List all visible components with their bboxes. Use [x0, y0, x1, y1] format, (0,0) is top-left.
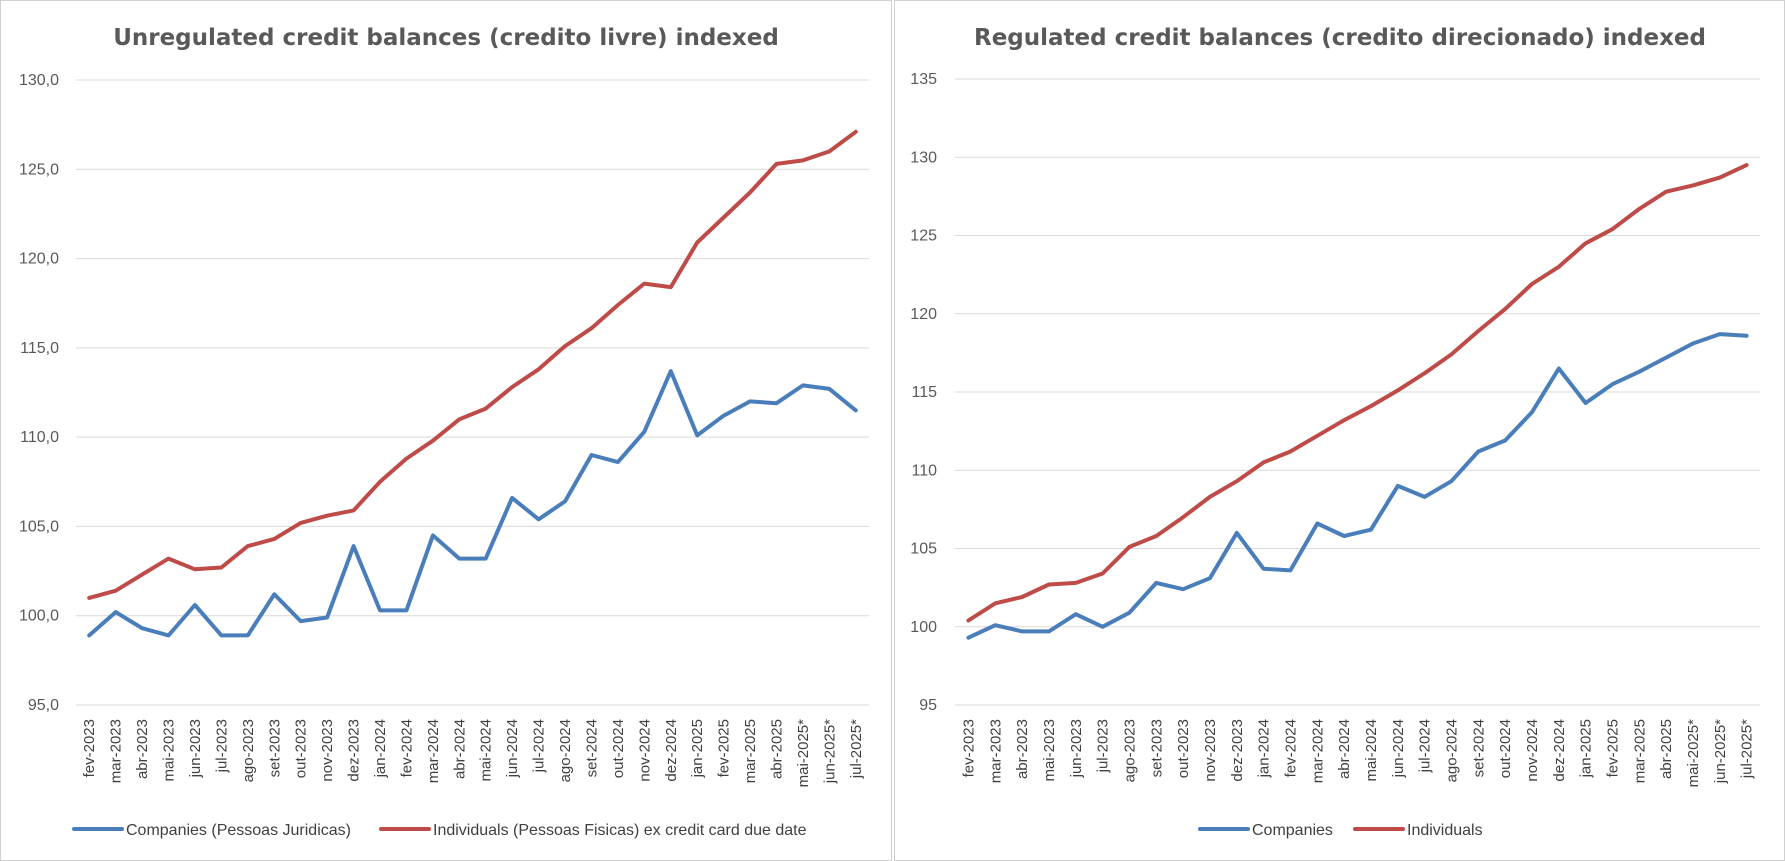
unregulated-x-tick-label: jul-2024 — [531, 719, 548, 773]
regulated-series-line-individuals — [966, 163, 1749, 623]
unregulated-x-tick-label: nov-2023 — [319, 719, 336, 782]
regulated-y-tick-label: 135 — [910, 71, 937, 88]
unregulated-x-tick-label: jul-2025* — [848, 719, 865, 779]
unregulated-x-tick-label: abr-2025 — [768, 719, 785, 779]
regulated-x-tick-label: mar-2024 — [1309, 719, 1326, 783]
unregulated-y-tick-label: 120,0 — [19, 251, 59, 268]
unregulated-x-tick-label: dez-2023 — [346, 719, 363, 782]
unregulated-x-tick-label: jun-2023 — [187, 719, 204, 778]
unregulated-x-tick-label: nov-2024 — [636, 719, 653, 782]
unregulated-x-tick-label: mar-2024 — [425, 719, 442, 783]
regulated-x-tick-label: abr-2025 — [1658, 719, 1675, 779]
unregulated-x-tick-label: jun-2025* — [821, 719, 838, 784]
unregulated-y-tick-label: 130,0 — [19, 72, 59, 89]
regulated-x-tick-label: jun-2024 — [1390, 719, 1407, 778]
unregulated-x-tick-label: fev-2024 — [398, 719, 415, 777]
regulated-x-tick-label: mai-2024 — [1363, 719, 1380, 782]
unregulated-x-tick-label: jan-2024 — [372, 719, 389, 778]
regulated-x-tick-label: mai-2023 — [1041, 719, 1058, 782]
chart-panel-unregulated: Unregulated credit balances (credito liv… — [0, 0, 892, 861]
regulated-x-tick-label: dez-2024 — [1551, 719, 1568, 782]
regulated-x-tick-label: ago-2024 — [1443, 719, 1460, 782]
regulated-x-tick-label: dez-2023 — [1229, 719, 1246, 782]
regulated-x-tick-label: abr-2023 — [1014, 719, 1031, 779]
regulated-y-tick-label: 100 — [910, 619, 937, 636]
regulated-x-tick-label: nov-2023 — [1202, 719, 1219, 782]
regulated-x-tick-label: jan-2025 — [1578, 719, 1595, 778]
unregulated-x-tick-label: dez-2024 — [663, 719, 680, 782]
regulated-x-tick-label: fev-2025 — [1604, 719, 1621, 777]
regulated-x-tick-label: jul-2025* — [1739, 719, 1756, 779]
regulated-x-tick-label: set-2024 — [1470, 719, 1487, 777]
regulated-legend-label: Individuals — [1407, 822, 1483, 839]
unregulated-x-tick-label: jun-2024 — [504, 719, 521, 778]
regulated-x-tick-label: jul-2024 — [1417, 719, 1434, 773]
unregulated-x-tick-label: fev-2023 — [81, 719, 98, 777]
regulated-series-line-companies — [966, 332, 1749, 640]
regulated-x-tick-label: out-2023 — [1175, 719, 1192, 778]
regulated-x-tick-label: jun-2023 — [1068, 719, 1085, 778]
unregulated-x-tick-label: mar-2023 — [108, 719, 125, 783]
unregulated-x-tick-label: ago-2024 — [557, 719, 574, 782]
unregulated-x-tick-label: ago-2023 — [240, 719, 257, 782]
regulated-x-tick-label: fev-2024 — [1282, 719, 1299, 777]
regulated-y-tick-label: 115 — [911, 384, 937, 401]
regulated-x-tick-label: jan-2024 — [1256, 719, 1273, 778]
regulated-x-tick-label: ago-2023 — [1121, 719, 1138, 782]
regulated-y-tick-label: 130 — [910, 149, 937, 166]
regulated-x-tick-label: mar-2025 — [1631, 719, 1648, 783]
regulated-x-tick-label: jun-2025* — [1712, 719, 1729, 784]
unregulated-y-tick-label: 115,0 — [20, 340, 59, 357]
unregulated-x-tick-label: jul-2023 — [213, 719, 230, 773]
unregulated-legend-label: Individuals (Pessoas Fisicas) ex credit … — [433, 822, 807, 839]
regulated-legend-label: Companies — [1252, 822, 1333, 839]
regulated-y-tick-label: 105 — [910, 541, 937, 558]
regulated-x-tick-label: nov-2024 — [1524, 719, 1541, 782]
regulated-x-tick-label: abr-2024 — [1336, 719, 1353, 779]
regulated-y-tick-label: 95 — [919, 697, 937, 714]
regulated-chart-title: Regulated credit balances (credito direc… — [974, 25, 1706, 51]
unregulated-x-tick-label: set-2024 — [583, 719, 600, 777]
unregulated-series-line-individuals — [87, 129, 858, 600]
regulated-y-tick-label: 110 — [911, 462, 937, 479]
chart-unregulated-svg: Unregulated credit balances (credito liv… — [19, 25, 869, 839]
unregulated-chart-title: Unregulated credit balances (credito liv… — [113, 25, 779, 51]
regulated-x-tick-label: fev-2023 — [960, 719, 977, 777]
unregulated-x-tick-label: out-2023 — [293, 719, 310, 778]
unregulated-y-tick-label: 125,0 — [19, 161, 59, 178]
unregulated-series-line-companies — [87, 369, 858, 638]
unregulated-y-tick-label: 105,0 — [19, 518, 59, 535]
chart-regulated-svg: Regulated credit balances (credito direc… — [910, 25, 1760, 839]
regulated-x-tick-label: mar-2023 — [987, 719, 1004, 783]
unregulated-y-tick-label: 100,0 — [19, 608, 59, 625]
unregulated-x-tick-label: mar-2025 — [742, 719, 759, 783]
unregulated-x-tick-label: mai-2023 — [161, 719, 178, 782]
regulated-y-tick-label: 120 — [910, 306, 937, 323]
unregulated-x-tick-label: mai-2025* — [795, 719, 812, 788]
unregulated-x-tick-label: abr-2023 — [134, 719, 151, 779]
unregulated-x-tick-label: fev-2025 — [716, 719, 733, 777]
regulated-x-tick-label: out-2024 — [1497, 719, 1514, 778]
regulated-x-tick-label: jul-2023 — [1095, 719, 1112, 773]
regulated-x-tick-label: mai-2025* — [1685, 719, 1702, 788]
unregulated-x-tick-label: abr-2024 — [451, 719, 468, 779]
unregulated-x-tick-label: jan-2025 — [689, 719, 706, 778]
chart-panel-regulated: Regulated credit balances (credito direc… — [894, 0, 1785, 861]
unregulated-y-tick-label: 110,0 — [20, 429, 59, 446]
unregulated-x-tick-label: set-2023 — [266, 719, 283, 777]
regulated-x-tick-label: set-2023 — [1148, 719, 1165, 777]
unregulated-x-tick-label: mai-2024 — [478, 719, 495, 782]
unregulated-legend-label: Companies (Pessoas Juridicas) — [126, 822, 351, 839]
regulated-y-tick-label: 125 — [910, 228, 937, 245]
unregulated-x-tick-label: out-2024 — [610, 719, 627, 778]
unregulated-y-tick-label: 95,0 — [28, 697, 59, 714]
